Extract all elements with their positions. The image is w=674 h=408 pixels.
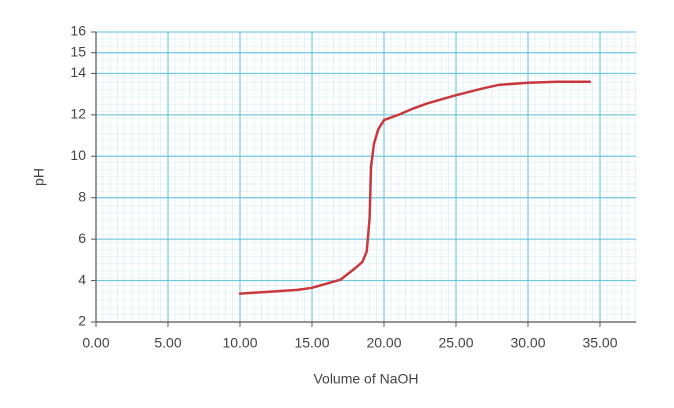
y-tick-label: 15 [70,43,86,59]
y-tick-label: 16 [70,23,86,39]
x-axis-label: Volume of NaOH [313,371,418,387]
x-tick-label: 25.00 [438,335,473,351]
minor-grid [96,32,636,322]
x-tick-label: 30.00 [510,335,545,351]
x-tick-label: 15.00 [294,335,329,351]
y-axis-label: pH [31,168,47,186]
y-tick-label: 6 [78,230,86,246]
y-tick-label: 12 [70,106,86,122]
x-tick-label: 35.00 [582,335,617,351]
curve [238,80,592,295]
grid [95,31,636,323]
x-tick-label: 0.00 [82,335,109,351]
y-tick-label: 8 [78,188,86,204]
x-tick-label: 20.00 [366,335,401,351]
y-tick-label: 4 [78,271,86,287]
x-tick-label: 10.00 [222,335,257,351]
x-tick-label: 5.00 [154,335,181,351]
y-tick-label: 14 [70,64,86,80]
y-tick-label: 10 [70,147,86,163]
y-tick-label: 2 [78,313,86,329]
